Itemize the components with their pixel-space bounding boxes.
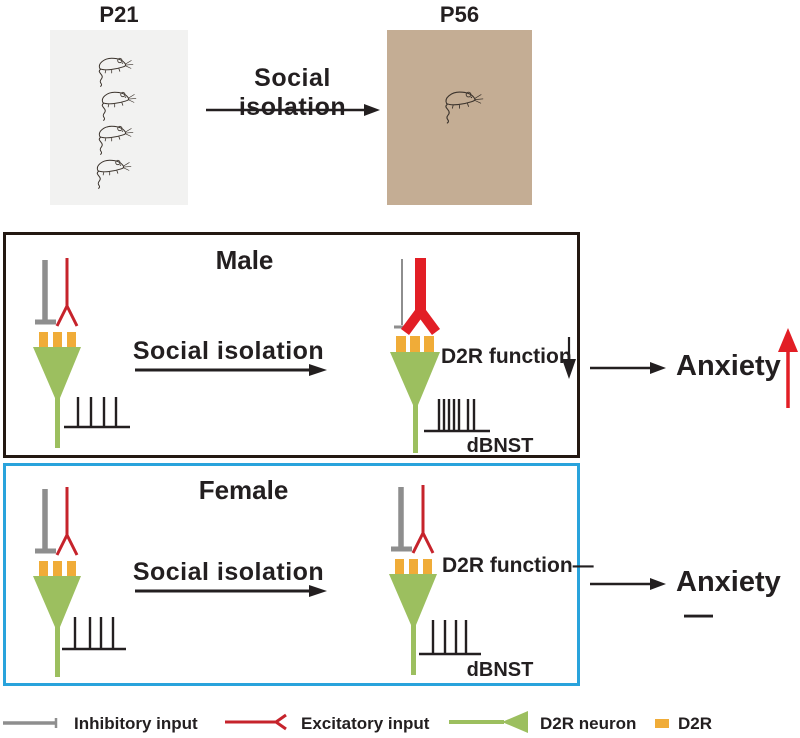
no-change-dash: — bbox=[572, 554, 594, 577]
male-region-label: dBNST bbox=[466, 435, 534, 457]
female-baseline-neuron bbox=[28, 485, 133, 681]
isolation-housing-box bbox=[387, 30, 532, 205]
d2r-receptor-icon bbox=[655, 719, 669, 728]
female-panel: Female Social isolation D2R function— dB… bbox=[3, 463, 594, 686]
mouse-icon bbox=[92, 121, 134, 155]
right-arrow-icon bbox=[135, 585, 327, 597]
right-arrow-icon bbox=[206, 104, 380, 116]
male-social-isolation-label: Social isolation bbox=[132, 337, 325, 365]
mouse-icon bbox=[438, 86, 484, 124]
inhibitory-input-icon bbox=[3, 718, 58, 728]
mouse-icon bbox=[92, 53, 134, 87]
female-panel-title: Female bbox=[198, 475, 289, 505]
legend-d2r-label: D2R bbox=[678, 714, 713, 733]
legend-excitatory-label: Excitatory input bbox=[301, 714, 430, 733]
female-region-label: dBNST bbox=[466, 659, 534, 681]
right-arrow-icon bbox=[590, 578, 666, 590]
d2r-neuron-icon bbox=[449, 711, 528, 733]
female-social-isolation-label: Social isolation bbox=[132, 558, 325, 586]
male-anxiety-label: Anxiety bbox=[676, 350, 781, 382]
spike-train bbox=[63, 395, 131, 429]
group-housing-box bbox=[50, 30, 188, 205]
spike-train bbox=[418, 618, 482, 656]
right-arrow-icon bbox=[590, 362, 666, 374]
p21-label: P21 bbox=[99, 2, 139, 27]
down-arrow-icon bbox=[562, 337, 576, 379]
no-change-dash: — bbox=[684, 599, 713, 631]
male-d2r-function-label: D2R function bbox=[441, 345, 572, 368]
legend-d2r-neuron-label: D2R neuron bbox=[540, 714, 637, 733]
mouse-icon bbox=[90, 155, 132, 189]
female-d2r-function-label: D2R function bbox=[442, 554, 573, 577]
excitatory-input-icon bbox=[225, 713, 287, 731]
male-panel-title: Male bbox=[215, 245, 274, 275]
p56-label: P56 bbox=[439, 2, 480, 27]
right-arrow-icon bbox=[135, 364, 327, 376]
mouse-icon bbox=[95, 87, 137, 121]
female-anxiety-row: Anxiety — bbox=[676, 566, 800, 632]
spike-train bbox=[423, 397, 491, 433]
legend-inhibitory-label: Inhibitory input bbox=[74, 714, 198, 733]
top-social-isolation-label: Social isolation bbox=[238, 64, 347, 121]
red-up-arrow-icon bbox=[778, 328, 798, 408]
male-panel: Male Social isolation D2R function dBNST bbox=[3, 232, 580, 458]
spike-train bbox=[61, 615, 127, 651]
female-d2r-function-row: D2R function— bbox=[442, 554, 594, 578]
female-anxiety-label: Anxiety bbox=[676, 566, 781, 598]
